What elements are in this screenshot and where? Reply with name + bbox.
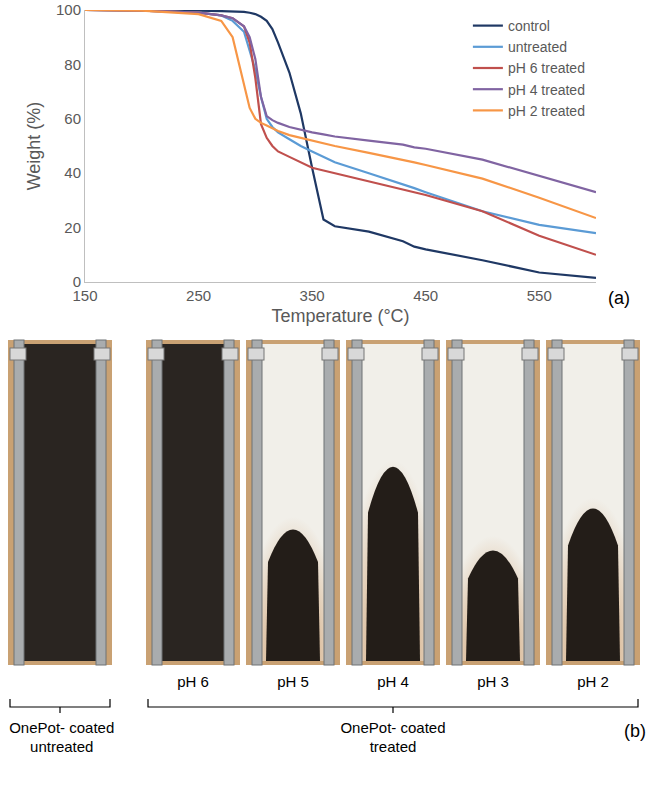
svg-text:pH 4: pH 4: [377, 673, 409, 690]
svg-text:20: 20: [64, 219, 81, 236]
svg-text:pH 3: pH 3: [477, 673, 509, 690]
svg-text:100: 100: [56, 1, 81, 18]
svg-text:550: 550: [527, 287, 552, 304]
svg-text:(a): (a): [608, 288, 630, 308]
svg-text:pH 2: pH 2: [577, 673, 609, 690]
svg-text:untreated: untreated: [508, 39, 567, 55]
svg-text:pH 6 treated: pH 6 treated: [508, 60, 585, 76]
svg-text:(b): (b): [624, 721, 646, 741]
svg-text:pH 4 treated: pH 4 treated: [508, 82, 585, 98]
svg-text:Weight (%): Weight (%): [24, 102, 44, 191]
svg-text:0: 0: [73, 273, 81, 290]
svg-text:Temperature (°C): Temperature (°C): [271, 306, 409, 326]
svg-text:450: 450: [413, 287, 438, 304]
svg-text:pH 5: pH 5: [277, 673, 309, 690]
svg-text:control: control: [508, 18, 550, 34]
svg-text:150: 150: [72, 287, 97, 304]
svg-text:OnePot- coated: OnePot- coated: [340, 719, 445, 736]
svg-text:60: 60: [64, 110, 81, 127]
svg-text:40: 40: [64, 164, 81, 181]
svg-text:treated: treated: [370, 738, 417, 755]
svg-text:80: 80: [64, 56, 81, 73]
svg-text:250: 250: [186, 287, 211, 304]
svg-text:pH 2 treated: pH 2 treated: [508, 103, 585, 119]
svg-text:OnePot- coated: OnePot- coated: [9, 719, 114, 736]
svg-text:pH 6: pH 6: [177, 673, 209, 690]
svg-text:350: 350: [300, 287, 325, 304]
svg-text:untreated: untreated: [30, 738, 93, 755]
